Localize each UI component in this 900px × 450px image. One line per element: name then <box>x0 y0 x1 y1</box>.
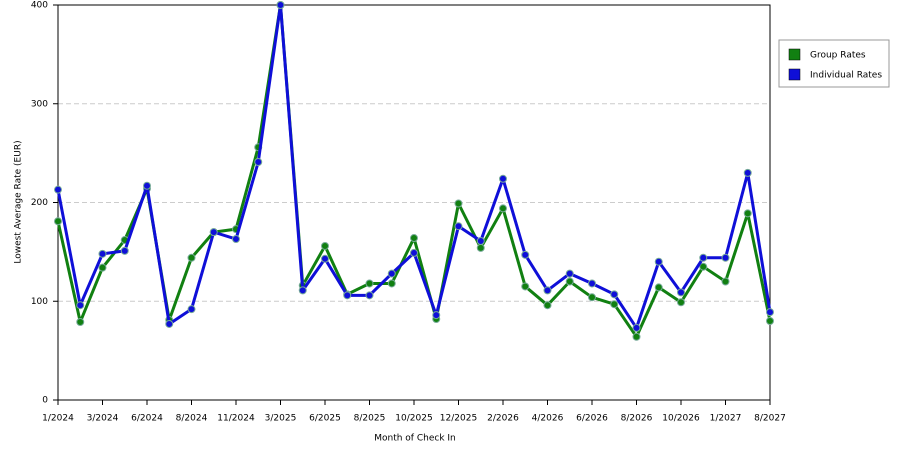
data-point <box>143 181 151 190</box>
data-point <box>632 323 641 332</box>
data-point <box>98 249 107 258</box>
data-point <box>588 293 596 302</box>
x-tick-label: 10/2025 <box>395 414 432 424</box>
x-tick-label: 8/2025 <box>354 414 386 424</box>
data-point <box>610 290 619 299</box>
legend-swatch <box>788 68 801 81</box>
data-point <box>476 237 485 246</box>
data-point <box>677 288 685 297</box>
data-point <box>743 209 752 218</box>
data-point <box>276 1 285 9</box>
data-point <box>543 301 552 310</box>
data-point <box>387 279 396 288</box>
data-point <box>521 250 530 259</box>
data-point <box>721 277 730 286</box>
x-tick-label: 8/2024 <box>176 414 208 424</box>
data-point <box>766 317 774 325</box>
data-point <box>365 279 374 288</box>
data-point <box>432 311 441 320</box>
y-tick-label: 300 <box>31 99 48 109</box>
y-tick-label: 400 <box>31 1 48 11</box>
data-point <box>654 283 663 292</box>
data-point <box>321 241 329 250</box>
y-axis-title: Lowest Average Rate (EUR) <box>14 140 24 263</box>
x-tick-label: 12/2025 <box>440 414 477 424</box>
data-point <box>343 291 352 300</box>
data-point <box>209 228 218 237</box>
y-tick-label: 100 <box>31 297 48 307</box>
data-point <box>321 254 329 263</box>
data-point <box>499 174 507 183</box>
data-point <box>565 277 574 286</box>
data-point <box>766 308 774 317</box>
data-point <box>454 222 463 231</box>
data-point <box>699 262 708 271</box>
y-tick-label: 0 <box>42 396 48 406</box>
x-tick-label: 10/2026 <box>662 414 700 424</box>
data-point <box>454 199 463 208</box>
x-tick-label: 1/2027 <box>710 414 742 424</box>
x-tick-label: 8/2026 <box>621 414 653 424</box>
y-tick-label: 200 <box>31 198 48 208</box>
data-point <box>410 234 418 243</box>
data-point <box>232 235 240 244</box>
data-point <box>476 243 485 252</box>
data-point <box>654 257 663 266</box>
data-point <box>365 291 374 300</box>
data-point <box>76 317 85 326</box>
series-line <box>56 3 772 330</box>
data-point <box>543 286 552 295</box>
data-point <box>521 282 530 291</box>
x-tick-label: 6/2024 <box>131 414 163 424</box>
data-point <box>98 263 107 272</box>
x-tick-label: 6/2025 <box>309 414 341 424</box>
legend-label: Individual Rates <box>810 71 882 81</box>
data-point <box>54 185 62 194</box>
data-point <box>410 248 418 257</box>
x-tick-label: 6/2026 <box>576 414 608 424</box>
data-point <box>254 158 263 167</box>
x-tick-label: 1/2024 <box>42 414 74 424</box>
data-point <box>54 217 62 226</box>
data-point <box>387 269 396 278</box>
x-tick-label: 11/2024 <box>217 414 255 424</box>
data-point <box>76 301 85 310</box>
data-point <box>610 300 619 309</box>
data-point <box>743 168 752 177</box>
data-point <box>588 279 596 288</box>
x-tick-label: 8/2027 <box>754 414 786 424</box>
data-point <box>187 305 196 314</box>
x-tick-label: 3/2025 <box>265 414 297 424</box>
data-point <box>721 253 730 262</box>
data-point <box>298 286 307 295</box>
legend-label: Group Rates <box>810 51 866 61</box>
x-tick-label: 3/2024 <box>87 414 119 424</box>
data-point <box>120 246 129 255</box>
x-axis-title: Month of Check In <box>374 434 456 444</box>
data-point <box>187 253 196 262</box>
x-tick-label: 2/2026 <box>487 414 519 424</box>
data-point <box>677 298 685 307</box>
data-point <box>499 204 507 213</box>
legend-swatch <box>788 48 801 61</box>
x-tick-label: 4/2026 <box>532 414 564 424</box>
data-point <box>565 269 574 278</box>
data-point <box>632 332 641 341</box>
data-point <box>699 253 708 262</box>
data-point <box>165 319 174 328</box>
